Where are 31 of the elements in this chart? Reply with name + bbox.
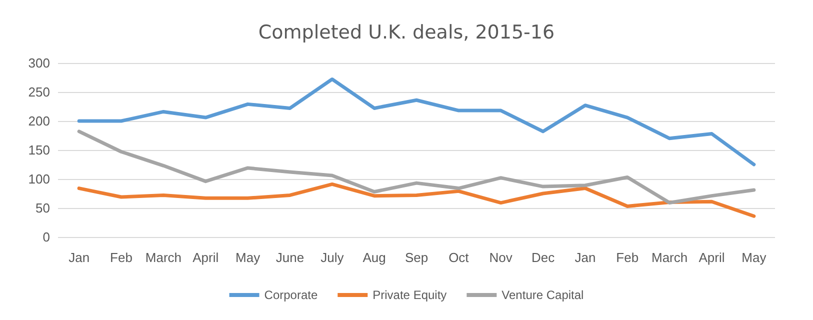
x-tick-label: Feb — [616, 250, 639, 265]
line-series — [77, 130, 756, 205]
x-tick-label: June — [276, 250, 304, 265]
x-tick-label: May — [236, 250, 261, 265]
y-tick-label: 0 — [42, 230, 50, 244]
line-series — [77, 182, 756, 218]
y-tick-label: 100 — [28, 172, 50, 186]
x-tick-label: Jan — [68, 250, 90, 265]
legend-label: Venture Capital — [502, 288, 584, 302]
x-tick-label: Aug — [362, 250, 386, 265]
legend-label: Corporate — [264, 288, 318, 302]
x-tick-label: March — [651, 250, 688, 265]
y-tick-label: 250 — [28, 84, 50, 100]
x-tick-label: Feb — [110, 250, 132, 265]
x-tick-label: March — [145, 250, 182, 265]
y-tick-label: 300 — [28, 56, 50, 70]
x-tick-label: May — [742, 250, 767, 265]
line-series — [77, 77, 756, 166]
x-tick-label: April — [698, 250, 725, 265]
x-tick-label: Jan — [574, 250, 596, 265]
x-tick-label: April — [192, 250, 219, 265]
x-tick-label: July — [320, 250, 344, 265]
x-tick-label: Dec — [531, 250, 556, 265]
y-tick-label: 150 — [28, 142, 50, 158]
y-tick-label: 50 — [36, 200, 50, 216]
chart-title: Completed U.K. deals, 2015-16 — [258, 22, 555, 44]
y-tick-label: 200 — [28, 114, 50, 128]
x-tick-label: Sep — [404, 250, 428, 265]
legend-label: Private Equity — [372, 288, 447, 302]
x-tick-label: Oct — [448, 250, 470, 265]
x-tick-label: Nov — [489, 250, 513, 265]
